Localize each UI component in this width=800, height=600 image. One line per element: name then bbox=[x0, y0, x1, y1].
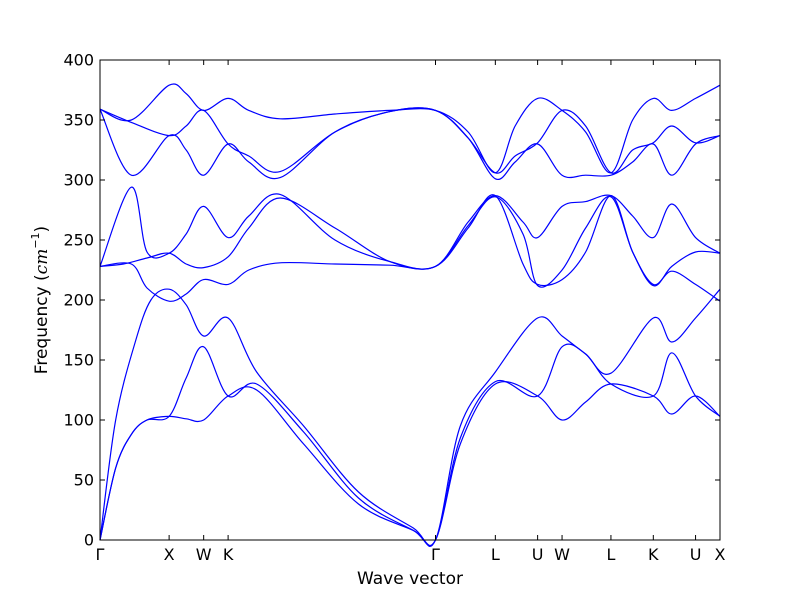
x-tick-label: U bbox=[532, 545, 544, 564]
x-tick-label: Γ bbox=[431, 545, 440, 564]
x-tick-label: W bbox=[554, 545, 570, 564]
branch-line-8 bbox=[99, 107, 721, 174]
y-tick-label: 50 bbox=[74, 471, 94, 490]
x-tick-label: X bbox=[164, 545, 175, 564]
y-tick-label: 400 bbox=[63, 51, 94, 70]
x-tick-label: K bbox=[648, 545, 659, 564]
x-tick-label: U bbox=[690, 545, 702, 564]
y-tick-label: 250 bbox=[63, 231, 94, 250]
y-tick-label: 150 bbox=[63, 351, 94, 370]
x-tick-label: K bbox=[223, 545, 234, 564]
branch-line-2 bbox=[99, 343, 721, 547]
y-axis-label-close: ) bbox=[32, 226, 52, 233]
y-tick-label: 300 bbox=[63, 171, 94, 190]
y-tick-label: 200 bbox=[63, 291, 94, 310]
x-tick-label: Γ bbox=[96, 545, 105, 564]
y-axis-label: Frequency (cm−1) bbox=[29, 226, 52, 374]
x-axis-label: Wave vector bbox=[357, 569, 463, 589]
series-layer bbox=[99, 83, 721, 548]
y-axis-label-unit-exp: −1 bbox=[29, 232, 42, 248]
x-tick-label: L bbox=[491, 545, 500, 564]
y-axis-label-name: Frequency bbox=[32, 286, 52, 374]
branch-line-1 bbox=[99, 381, 721, 547]
branch-line-9 bbox=[99, 83, 721, 174]
branch-line-7 bbox=[99, 107, 721, 181]
branch-line-5 bbox=[99, 186, 721, 270]
y-axis-label-unit: cm bbox=[32, 249, 52, 275]
branch-line-4 bbox=[99, 194, 721, 302]
plot-frame bbox=[99, 59, 721, 541]
branch-line-3 bbox=[99, 288, 721, 548]
x-tick-label: L bbox=[606, 545, 615, 564]
x-tick-label: X bbox=[715, 545, 726, 564]
x-tick-label: W bbox=[196, 545, 212, 564]
y-tick-label: 100 bbox=[63, 411, 94, 430]
branch-line-6 bbox=[99, 195, 721, 302]
y-tick-label: 0 bbox=[84, 531, 94, 550]
y-tick-label: 350 bbox=[63, 111, 94, 130]
y-axis-label-open: ( bbox=[32, 274, 52, 286]
